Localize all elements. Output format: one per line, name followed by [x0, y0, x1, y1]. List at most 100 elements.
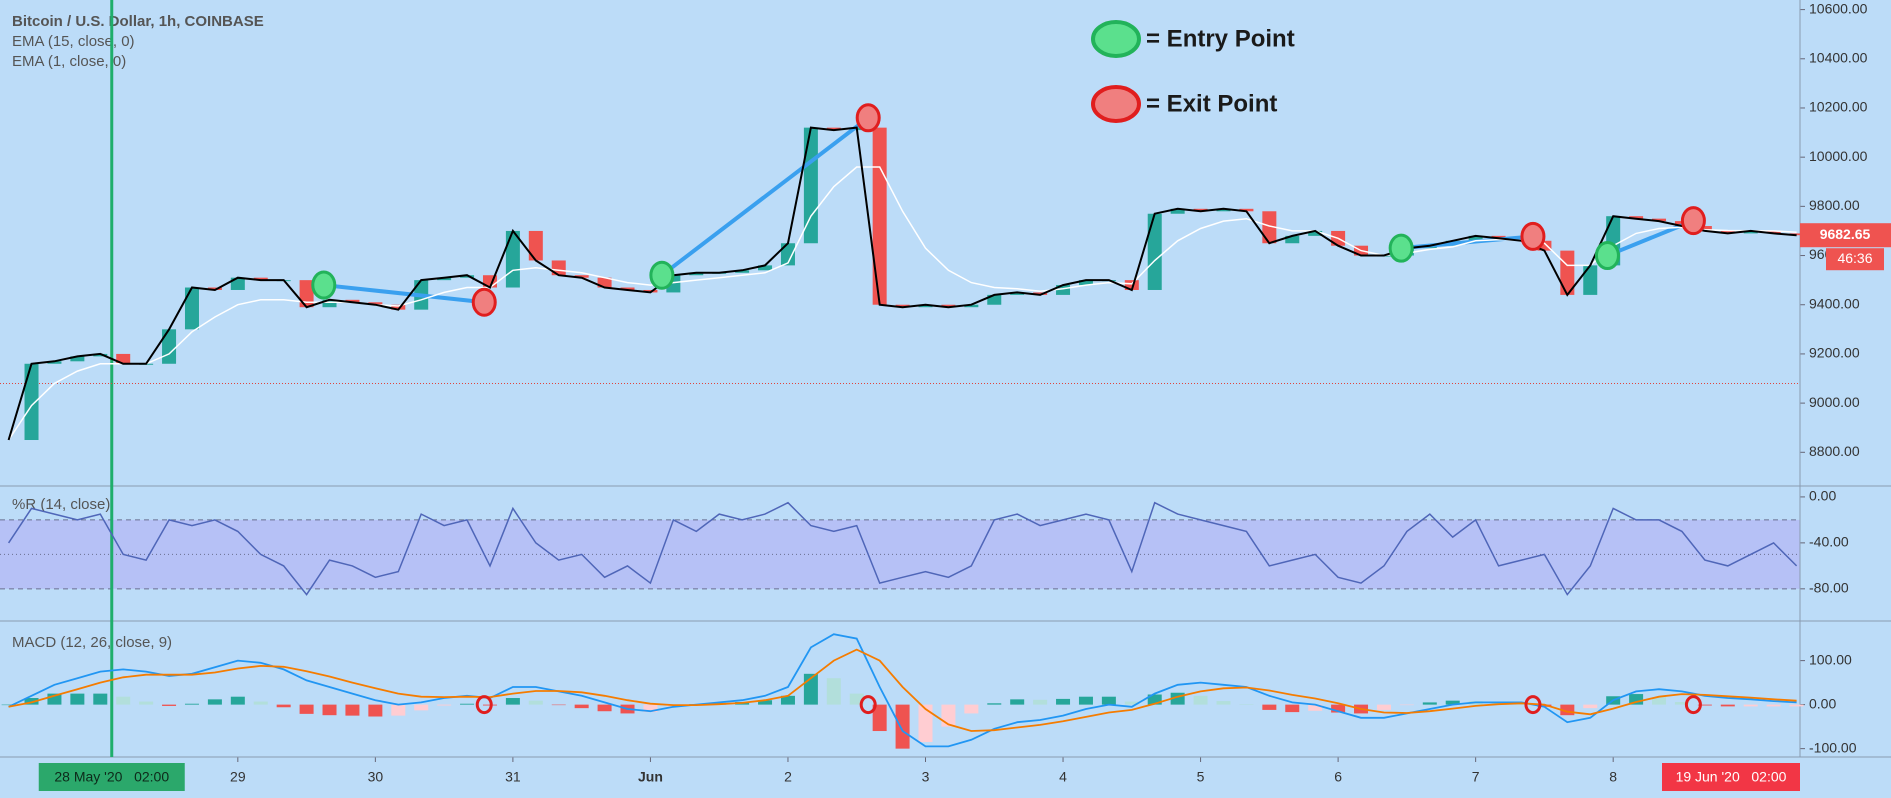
y-tick-label: 9200.00	[1809, 345, 1860, 361]
histogram-bar	[872, 704, 887, 732]
countdown-label: 46:36	[1837, 250, 1872, 266]
candle	[391, 304, 406, 310]
x-tick-label: 5	[1197, 769, 1205, 785]
candle	[93, 353, 108, 357]
end-label: 19 Jun '20 02:00	[1676, 769, 1787, 785]
candle	[1652, 218, 1667, 222]
exit-marker	[1684, 695, 1702, 715]
panel-title: %R (14, close)	[12, 496, 110, 513]
y-tick-label: 9800.00	[1809, 197, 1860, 213]
histogram-bar	[1629, 694, 1644, 705]
legend-text: = Exit Point	[1146, 90, 1277, 117]
y-tick-label: 9000.00	[1809, 394, 1860, 410]
histogram-bar	[849, 693, 864, 705]
candle	[826, 127, 841, 131]
y-tick-label: -100.00	[1809, 739, 1857, 755]
trade-line	[323, 283, 485, 305]
histogram-bar	[1216, 701, 1231, 705]
histogram-bar	[1720, 704, 1735, 707]
histogram-bar	[1, 704, 16, 706]
y-tick-label: 10400.00	[1809, 49, 1868, 65]
histogram-bar	[987, 703, 1002, 705]
exit-point	[855, 103, 881, 133]
macd-line	[8, 648, 1797, 732]
histogram-bar	[230, 696, 245, 705]
histogram-bar	[597, 704, 612, 712]
price-line	[7, 166, 1797, 441]
y-tick-label: 10600.00	[1809, 0, 1868, 16]
histogram-bar	[299, 704, 314, 714]
legend-entry: EMA (15, close, 0)	[12, 33, 135, 50]
cursor-label: 28 May '20 02:00	[54, 769, 169, 785]
candle	[574, 275, 589, 278]
trade-line	[1606, 218, 1695, 258]
candle	[1078, 280, 1093, 286]
histogram-bar	[643, 704, 658, 713]
histogram-bar	[574, 704, 589, 709]
histogram-bar	[276, 704, 291, 708]
price-line	[7, 126, 1797, 441]
candle	[1147, 213, 1162, 290]
x-tick-label: 29	[230, 769, 246, 785]
chart-title: Bitcoin / U.S. Dollar, 1h, COINBASE	[12, 13, 264, 30]
candle	[987, 294, 1002, 305]
candle	[505, 230, 520, 288]
histogram-bar	[1399, 704, 1414, 706]
candle	[1537, 240, 1552, 251]
histogram-bar	[1743, 704, 1758, 707]
candle	[1491, 235, 1506, 239]
candle	[597, 277, 612, 288]
histogram-bar	[1010, 699, 1025, 705]
candle	[918, 304, 933, 308]
histogram-bar	[1697, 704, 1712, 706]
histogram-bar	[1583, 704, 1598, 709]
histogram-bar	[162, 704, 177, 706]
candle	[345, 299, 360, 303]
histogram-bar	[1147, 694, 1162, 705]
candle	[322, 299, 337, 308]
histogram-bar	[1652, 697, 1667, 705]
histogram-bar	[391, 704, 406, 716]
y-tick-label: 100.00	[1809, 651, 1852, 667]
y-tick-label: 10200.00	[1809, 99, 1868, 115]
candle	[758, 265, 773, 271]
candle	[299, 280, 314, 308]
candle	[184, 287, 199, 330]
end-label-box	[1662, 763, 1800, 791]
histogram-bar	[1101, 696, 1116, 705]
candle	[207, 287, 222, 290]
trade-line	[660, 116, 870, 277]
candle	[70, 356, 85, 362]
candle	[528, 230, 543, 261]
histogram-bar	[437, 704, 452, 706]
histogram-bar	[24, 698, 39, 705]
histogram-bar	[1033, 699, 1048, 705]
histogram-bar	[1331, 704, 1346, 713]
histogram-bar	[1766, 704, 1781, 707]
legend-entry: EMA (1, close, 0)	[12, 53, 126, 70]
histogram-bar	[116, 696, 131, 705]
candle	[460, 275, 475, 278]
price-tag-label: 9682.65	[1820, 226, 1871, 242]
exit-point	[1680, 206, 1706, 236]
candle	[735, 270, 750, 273]
candle	[1720, 230, 1735, 234]
candle	[162, 329, 177, 364]
candle	[1766, 230, 1781, 234]
histogram-bar	[322, 704, 337, 716]
histogram-bar	[1308, 704, 1323, 711]
entry-point	[649, 260, 675, 290]
x-tick-label: 7	[1472, 769, 1480, 785]
y-tick-label: -80.00	[1809, 580, 1849, 596]
candle	[1033, 292, 1048, 295]
candle	[1010, 292, 1025, 295]
histogram-bar	[964, 704, 979, 714]
candle	[780, 243, 795, 266]
histogram-bar	[528, 700, 543, 705]
candle	[116, 353, 131, 364]
candle	[1697, 226, 1712, 231]
candle	[368, 302, 383, 305]
